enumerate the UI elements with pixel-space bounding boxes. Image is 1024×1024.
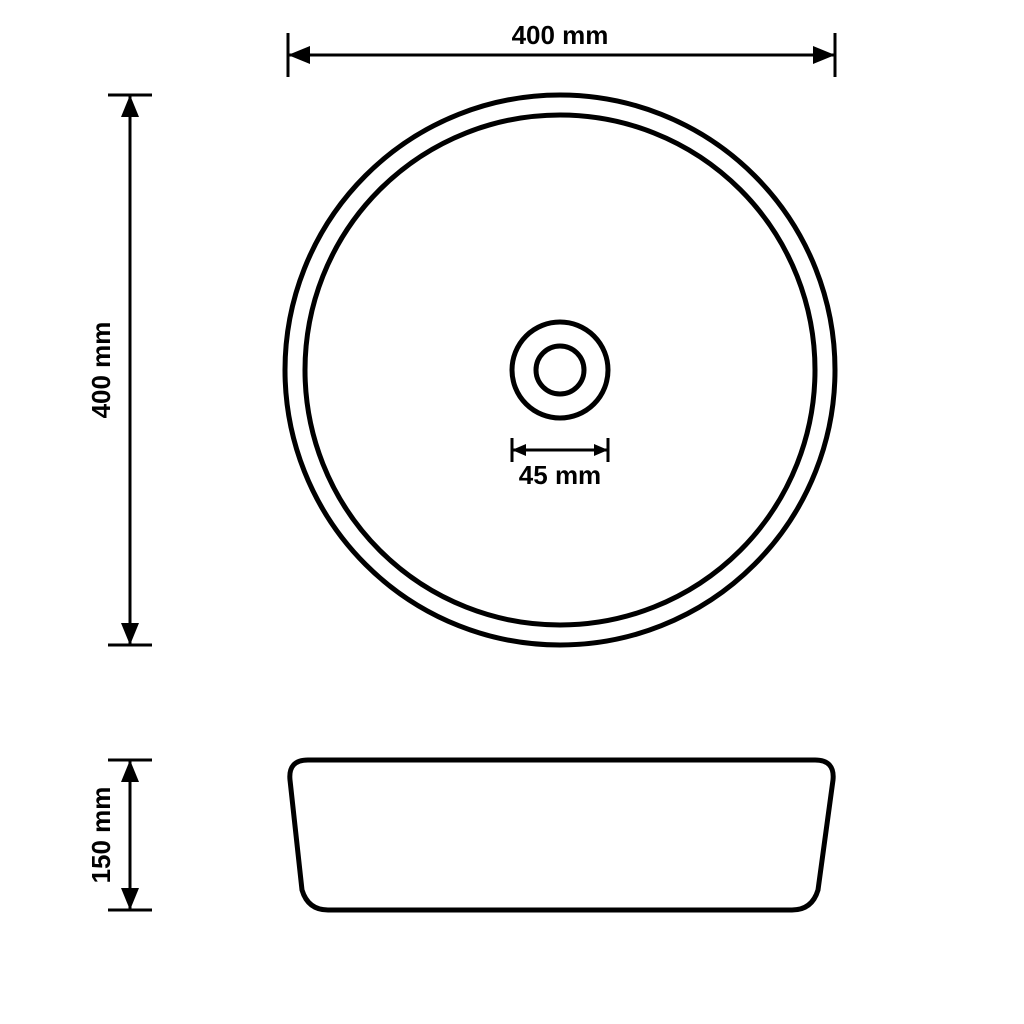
drain-outer-circle xyxy=(512,322,608,418)
dimensions.drain-arrow-left xyxy=(512,444,526,456)
basin-outer-circle xyxy=(285,95,835,645)
dimensions.height_left-arrow-bottom xyxy=(121,888,139,910)
dimensions.drain-arrow-right xyxy=(594,444,608,456)
dimensions.width_top-label: 400 mm xyxy=(512,20,609,50)
drain-inner-circle xyxy=(536,346,584,394)
dimensions.width_top-arrow-right xyxy=(813,46,835,64)
dimensions.width_top-arrow-left xyxy=(288,46,310,64)
basin-side-profile xyxy=(290,760,833,910)
basin-inner-circle xyxy=(305,115,815,625)
dimensions.depth_left-arrow-top xyxy=(121,95,139,117)
technical-drawing: 400 mm 400 mm 45 mm 150 mm xyxy=(0,0,1024,1024)
dimensions.drain-label: 45 mm xyxy=(519,460,601,490)
dimensions.depth_left-label: 400 mm xyxy=(86,322,116,419)
dimensions.depth_left-arrow-bottom xyxy=(121,623,139,645)
dimensions.height_left-arrow-top xyxy=(121,760,139,782)
dimensions.height_left-label: 150 mm xyxy=(86,787,116,884)
